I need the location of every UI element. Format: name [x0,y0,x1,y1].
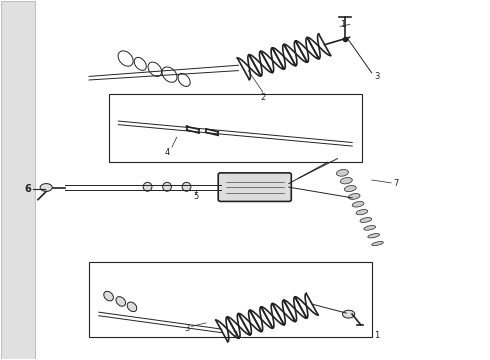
Text: 7: 7 [393,179,399,188]
Bar [1,1,35,359]
Ellipse shape [104,291,113,301]
Ellipse shape [352,202,364,207]
Ellipse shape [348,194,360,199]
Ellipse shape [343,310,355,318]
Ellipse shape [116,297,125,306]
Text: 4: 4 [165,148,170,157]
Ellipse shape [372,242,383,246]
Ellipse shape [344,185,356,192]
Ellipse shape [127,302,137,312]
Text: 3: 3 [374,72,379,81]
FancyBboxPatch shape [218,173,291,202]
Text: 1: 1 [374,331,379,340]
Ellipse shape [360,217,372,222]
Ellipse shape [40,184,52,192]
Text: 1: 1 [340,20,345,29]
Ellipse shape [182,182,191,191]
Ellipse shape [341,177,352,184]
Bar [89,262,372,337]
Ellipse shape [368,234,379,238]
Text: 2: 2 [233,331,238,340]
Text: 5: 5 [194,192,199,201]
Text: 2: 2 [260,93,266,102]
Bar [109,94,362,162]
Ellipse shape [364,226,375,230]
Ellipse shape [356,210,368,215]
Text: 6: 6 [25,184,31,194]
Ellipse shape [337,170,348,176]
Text: 3: 3 [184,324,189,333]
Ellipse shape [143,182,152,191]
Ellipse shape [163,182,172,191]
